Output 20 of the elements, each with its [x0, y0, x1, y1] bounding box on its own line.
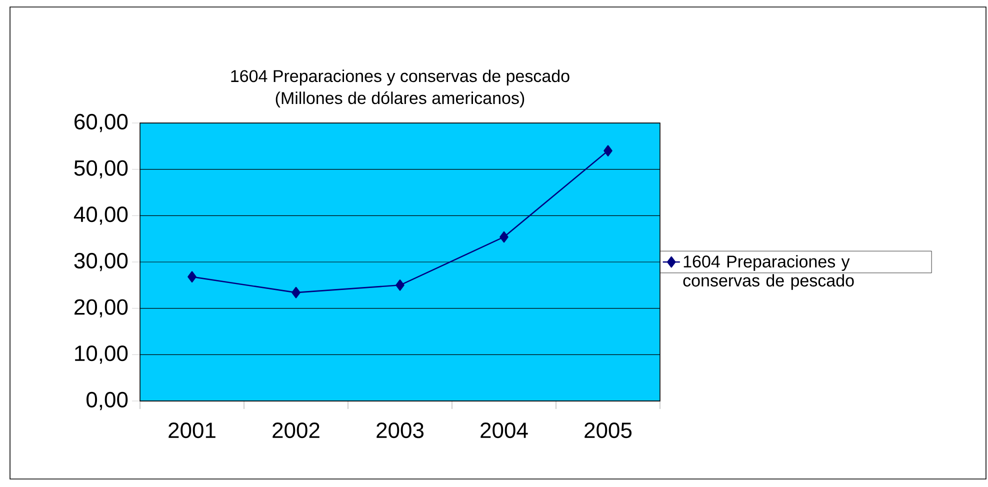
y-tick-label: 60,00	[74, 114, 128, 132]
x-tick-label: 2005	[584, 422, 632, 438]
point	[396, 280, 404, 291]
y-tick-label: 0,00	[86, 392, 128, 410]
y-tick-label: 50,00	[74, 160, 128, 178]
x-tick-label: 2004	[480, 422, 528, 438]
x-tick-label: 2001	[168, 422, 216, 438]
x-tick-label: 2003	[376, 422, 424, 438]
y-tick-label: 40,00	[74, 206, 128, 225]
y-tick-label: 30,00	[74, 252, 128, 272]
x-tick-label: 2002	[272, 422, 320, 438]
point	[292, 286, 300, 298]
point	[188, 271, 196, 282]
y-tick-label: 10,00	[75, 346, 128, 364]
point	[500, 231, 508, 243]
legend-label: 1604 Preparaciones y conservas de pescado	[683, 255, 854, 290]
point	[604, 145, 612, 156]
chart-subtitle: (Millones de dólares americanos)	[276, 91, 524, 108]
chart-title: 1604 Preparaciones y conservas de pescado	[231, 70, 570, 86]
y-tick-label: 20,00	[74, 299, 128, 318]
